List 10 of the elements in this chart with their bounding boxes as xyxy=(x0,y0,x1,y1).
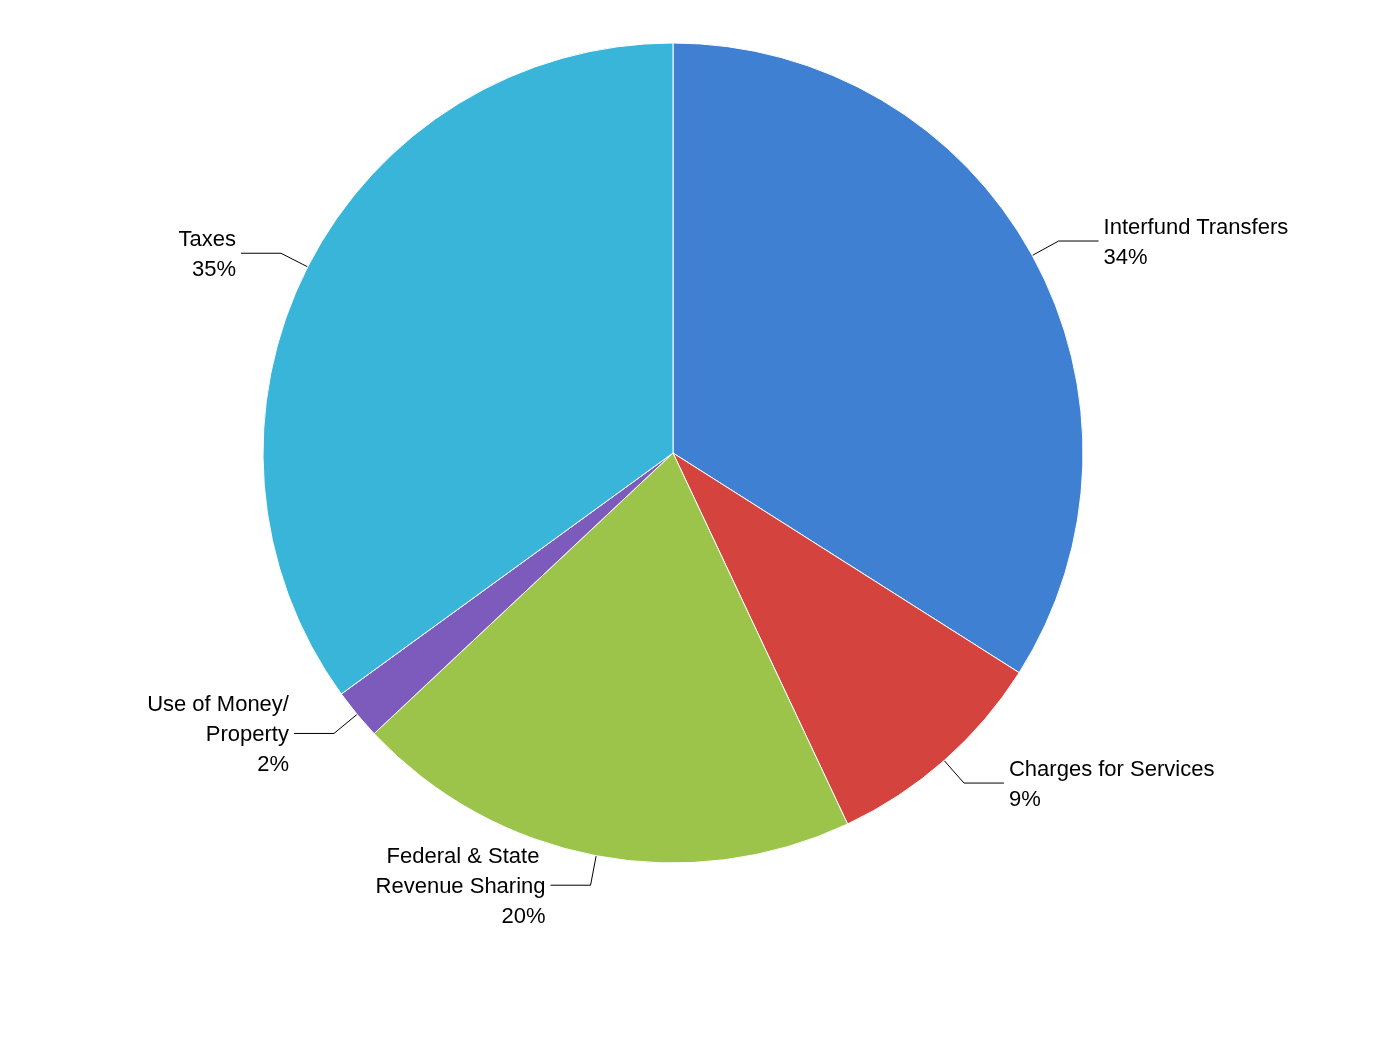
slice-label: Charges for Services xyxy=(1008,755,1215,781)
data-label: 2% xyxy=(257,750,289,776)
slice-label: Federal & State Revenue Sharing xyxy=(375,842,546,898)
slice-label: Taxes xyxy=(178,225,236,251)
data-label: 34% xyxy=(1103,243,1148,269)
data-label: 35% xyxy=(191,255,236,281)
slice-label: Interfund Transfers xyxy=(1103,213,1289,239)
data-label: 20% xyxy=(501,902,546,928)
data-label: 9% xyxy=(1008,785,1041,811)
slice-label: Use of Money/Property xyxy=(147,690,290,746)
